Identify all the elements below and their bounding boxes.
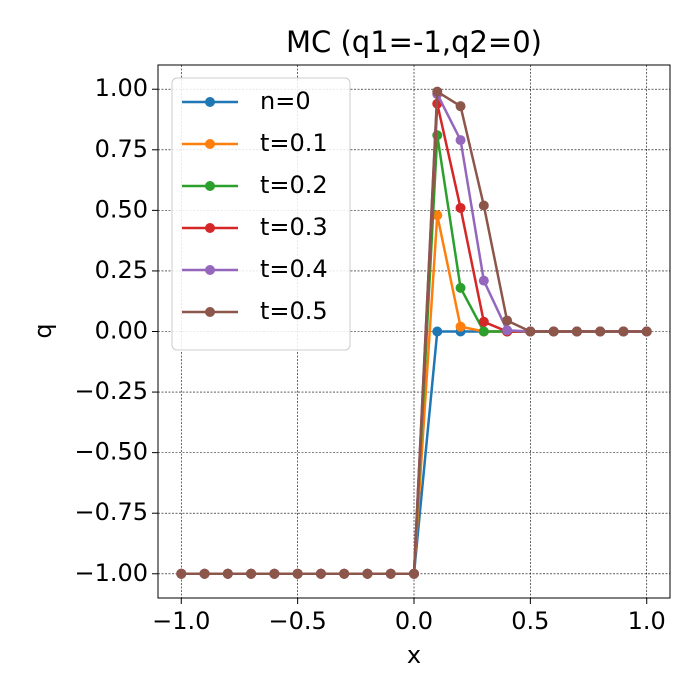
y-tick-label: −1.00 [74, 559, 148, 587]
x-axis-label: x [407, 641, 421, 669]
point [618, 326, 629, 337]
point [502, 315, 513, 326]
point [409, 568, 419, 579]
point [199, 568, 210, 579]
point [176, 568, 187, 579]
legend-marker [205, 223, 215, 233]
legend-marker [205, 307, 215, 317]
point [455, 202, 466, 213]
point [455, 282, 466, 293]
y-tick-label: 0.00 [95, 317, 148, 345]
point [455, 135, 466, 146]
point [432, 210, 443, 221]
point [525, 326, 536, 337]
legend-marker [205, 97, 215, 107]
x-tick-label: 0.0 [395, 607, 433, 635]
y-axis-label: q [29, 323, 57, 338]
point [478, 275, 489, 286]
point [269, 568, 280, 579]
point [339, 568, 350, 579]
point [478, 326, 489, 337]
legend-box [171, 77, 351, 351]
point [641, 326, 652, 337]
point [502, 325, 513, 336]
y-tick-label: 0.25 [95, 256, 148, 284]
plot-frame [157, 64, 671, 599]
legend-label: t=0.3 [260, 213, 328, 241]
legend-label: t=0.5 [260, 297, 328, 325]
point [246, 568, 257, 579]
y-tick-label: 0.50 [95, 195, 148, 223]
point [222, 568, 233, 579]
legend-label: n=0 [260, 87, 311, 115]
point [478, 316, 489, 327]
point [595, 326, 606, 337]
point [455, 101, 466, 112]
x-tick-label: 1.0 [628, 607, 666, 635]
point [571, 326, 582, 337]
y-tick-label: −0.50 [74, 438, 148, 466]
point [478, 200, 489, 211]
point [432, 86, 443, 97]
x-tick-label: −0.5 [268, 607, 326, 635]
legend-label: t=0.4 [260, 255, 328, 283]
point [292, 568, 303, 579]
x-tick-label: 0.5 [511, 607, 549, 635]
point [362, 568, 373, 579]
point [432, 326, 443, 337]
y-tick-label: −0.75 [74, 498, 148, 526]
point [315, 568, 326, 579]
legend-marker [205, 265, 215, 275]
chart-title: MC (q1=-1,q2=0) [286, 25, 542, 59]
point [548, 326, 559, 337]
y-tick-label: 1.00 [95, 74, 148, 102]
legend-marker [205, 139, 215, 149]
y-tick-label: 0.75 [95, 135, 148, 163]
point [385, 568, 396, 579]
x-tick-label: −1.0 [152, 607, 210, 635]
legend-label: t=0.2 [260, 171, 328, 199]
y-tick-label: −0.25 [74, 377, 148, 405]
legend-label: t=0.1 [260, 129, 328, 157]
legend-marker [205, 181, 215, 191]
point [455, 321, 466, 332]
